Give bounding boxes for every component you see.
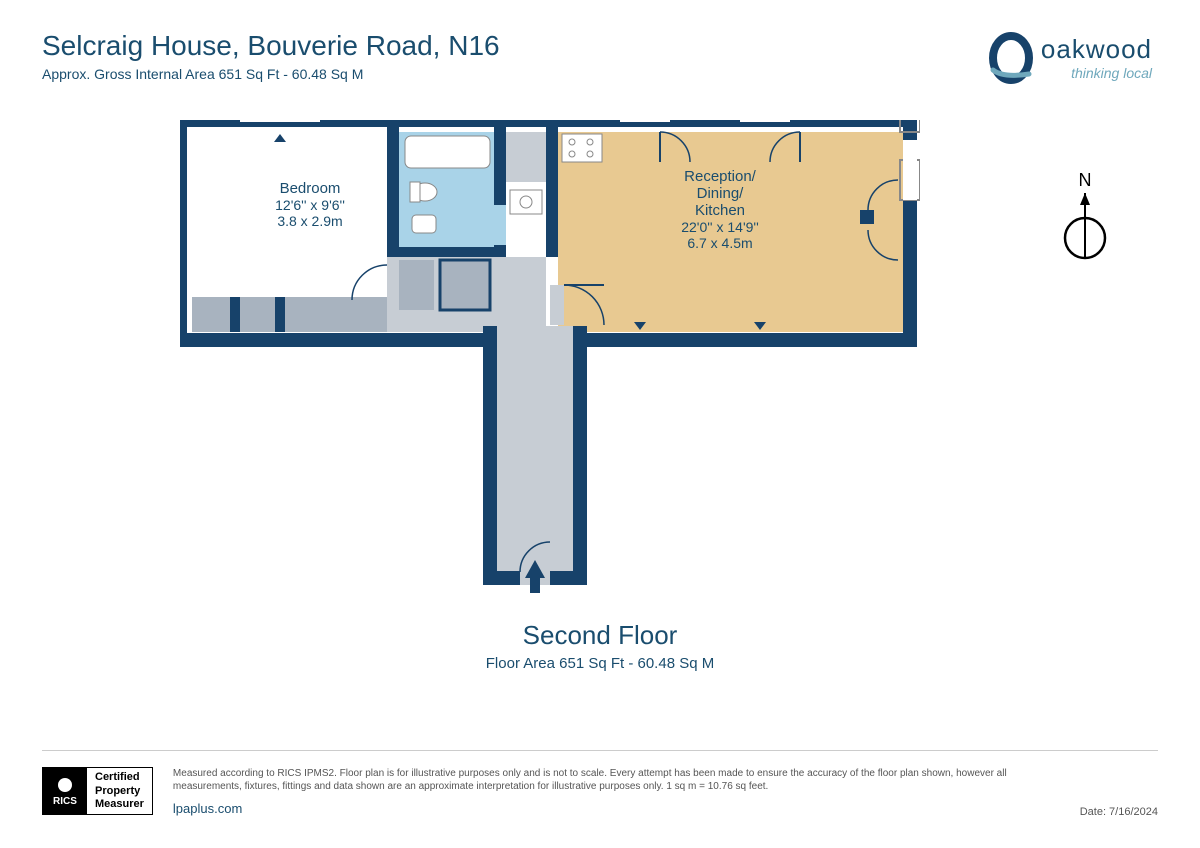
rics-icon: RICS (43, 768, 87, 814)
date-label: Date: 7/16/2024 (1080, 806, 1158, 818)
room-dim-imperial: 22'0'' x 14'9'' (650, 219, 790, 235)
oakwood-logo-icon (983, 30, 1033, 84)
logo-brand: oakwood (1041, 34, 1152, 65)
rics-badge: RICS Certified Property Measurer (42, 767, 153, 815)
footer: RICS Certified Property Measurer Measure… (42, 750, 1158, 818)
room-name: Bedroom (250, 180, 370, 197)
room-dim-imperial: 12'6'' x 9'6'' (250, 197, 370, 213)
brand-logo: oakwood thinking local (983, 30, 1152, 84)
rics-cert-line1: Certified (95, 771, 144, 784)
room-label-reception: Reception/ Dining/ Kitchen 22'0'' x 14'9… (650, 168, 790, 251)
floor-label: Second Floor Floor Area 651 Sq Ft - 60.4… (0, 620, 1200, 672)
site-link: lpaplus.com (173, 801, 242, 818)
page-subtitle: Approx. Gross Internal Area 651 Sq Ft - … (42, 66, 500, 82)
floor-title: Second Floor (0, 620, 1200, 651)
compass: N (1060, 170, 1110, 268)
disclaimer-block: Measured according to RICS IPMS2. Floor … (173, 767, 1060, 818)
logo-tagline: thinking local (1041, 65, 1152, 81)
floor-area: Floor Area 651 Sq Ft - 60.48 Sq M (0, 655, 1200, 672)
rics-cert-line2: Property (95, 785, 144, 798)
rics-org-label: RICS (53, 796, 77, 807)
compass-icon (1060, 193, 1110, 263)
room-dim-metric: 6.7 x 4.5m (650, 235, 790, 251)
room-dim-metric: 3.8 x 2.9m (250, 213, 370, 229)
floorplan-diagram: Bedroom 12'6'' x 9'6'' 3.8 x 2.9m Recept… (180, 120, 920, 600)
rics-lion-icon (56, 776, 74, 794)
room-label-bedroom: Bedroom 12'6'' x 9'6'' 3.8 x 2.9m (250, 180, 370, 229)
room-name: Reception/ Dining/ Kitchen (650, 168, 790, 219)
disclaimer-text: Measured according to RICS IPMS2. Floor … (173, 767, 1060, 793)
header: Selcraig House, Bouverie Road, N16 Appro… (42, 30, 500, 82)
compass-label: N (1060, 170, 1110, 191)
rics-cert-line3: Measurer (95, 798, 144, 811)
page-title: Selcraig House, Bouverie Road, N16 (42, 30, 500, 62)
